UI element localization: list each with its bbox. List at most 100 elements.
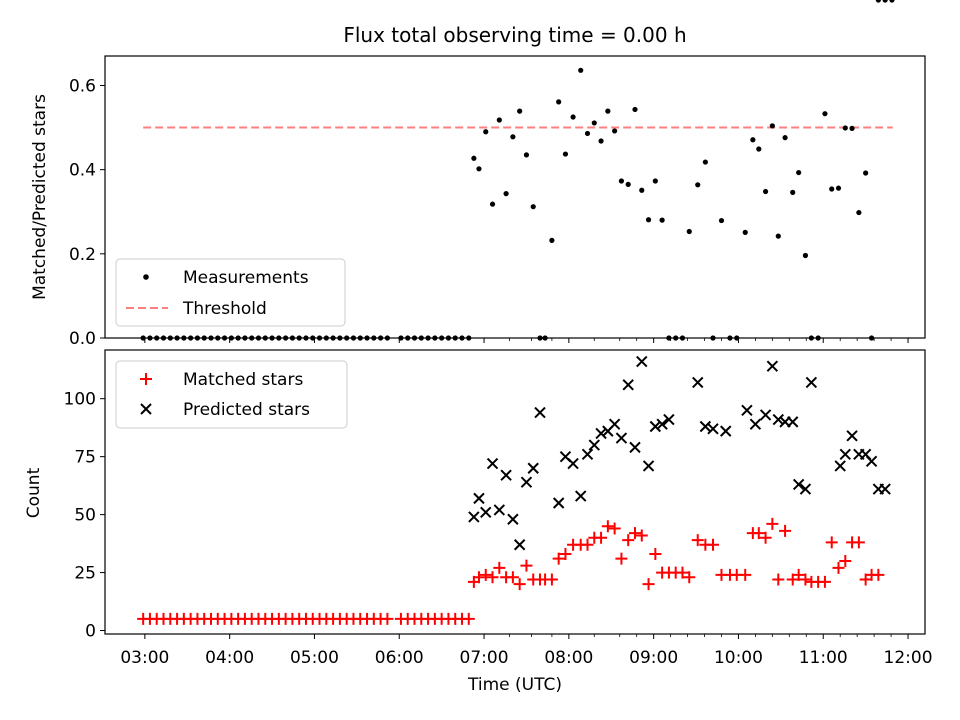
measurement-point [549,237,555,243]
measurement-point [618,178,625,184]
predicted-star-point [799,483,812,495]
bottom-y-tick-label: 0 [85,622,96,642]
measurement-point [659,217,665,223]
matched-star-point [581,538,594,551]
matched-star-point [752,527,765,540]
legend-measurements-marker [143,274,149,280]
predicted-star-point [805,376,818,389]
predicted-star-point [656,418,668,430]
predicted-star-point [692,376,704,389]
top-legend-box [115,258,346,327]
predicted-star-point [720,425,732,437]
bottom-y-ticks: 0 25 50 75 100 [64,390,105,642]
predicted-star-point [468,511,480,523]
measurement-point [856,209,862,216]
matched-star-point [622,534,635,547]
measurement-point [822,111,828,117]
measurement-point [849,125,855,131]
predicted-star-point [588,439,600,451]
measurement-point [762,188,769,195]
measurement-point [471,155,477,161]
measurement-point [835,185,842,191]
predicted-star-point [552,497,565,509]
matched-star-point [759,531,772,544]
predicted-star-point [749,418,762,430]
measurement-point [523,152,530,158]
predicted-star-point [759,409,772,421]
matched-star-point [766,517,779,530]
measurement-point [578,67,584,73]
matched-star-point [601,520,614,533]
bottom-x-tick-label: 10:00 [714,648,763,668]
matched-star-point [852,536,865,549]
predicted-star-point [493,504,506,516]
measurement-point [476,166,482,172]
measurement-point [591,120,597,126]
measurement-point [889,0,895,3]
predicted-star-point [527,462,539,474]
predicted-star-point [741,404,753,416]
matched-star-point [839,554,852,567]
matched-star-point [462,612,475,625]
measurement-point [702,159,708,165]
matched-star-point [479,568,492,581]
top-panel: 0.0 0.2 0.4 0.6 Matched/Predicted stars Mea… [30,0,926,349]
legend-matched-label: Matched stars [183,370,303,390]
measurement-point [742,229,748,235]
predicted-star-point [865,455,878,467]
matched-star-point [649,548,662,561]
predicted-star-point [839,448,851,461]
matched-star-point [818,575,831,588]
predicted-star-point [500,469,512,481]
measurement-point [562,151,569,157]
predicted-star-point [879,483,891,495]
measurement-point [695,182,701,188]
measurement-point [829,186,835,192]
bottom-x-tick-label: 12:00 [884,648,933,668]
matched-star-point [608,522,621,535]
bottom-y-tick-label: 50 [74,506,96,526]
measurement-point [790,189,796,195]
bottom-x-ticks: 03:00 04:00 05:00 06:00 07:00 08:00 09:00 10:00… [120,634,933,668]
measurement-point [489,201,496,207]
matched-star-point [545,573,558,586]
bottom-x-tick-label: 08:00 [544,648,593,668]
bottom-x-tick-label: 11:00 [799,648,848,668]
bottom-marks [137,357,891,625]
bottom-x-tick-label: 04:00 [205,648,254,668]
x-axis-label: Time (UTC) [467,675,562,695]
predicted-star-point [575,490,587,502]
predicted-star-point [480,506,492,518]
bottom-legend: Matched stars Predicted stars [115,360,348,429]
bottom-y-axis-label: Count [24,467,44,518]
top-y-tick-label: 0.0 [69,329,96,349]
matched-star-point [825,536,838,549]
matched-star-point [486,571,499,584]
measurement-point [632,106,638,113]
matched-star-point [615,552,628,565]
measurement-point [503,191,509,197]
measurement-point [530,204,536,210]
legend-measurements-label: Measurements [183,268,309,288]
predicted-star-point [707,423,719,435]
matched-star-point [628,527,641,540]
measurement-point [483,129,489,135]
top-y-axis-label: Matched/Predicted stars [30,94,50,300]
matched-star-point [595,531,608,544]
measurement-point [570,114,576,120]
predicted-star-point [595,427,607,440]
predicted-star-point [792,478,805,491]
matched-star-point [799,573,812,586]
matched-star-point [552,552,565,565]
predicted-star-point [581,448,594,461]
measurement-point [775,233,781,239]
matched-star-point [779,524,792,537]
measurement-point [652,178,658,184]
predicted-star-point [846,430,858,442]
measurement-point [639,187,645,193]
top-axes-frame [104,55,926,339]
matched-star-point [832,561,845,574]
bottom-axes-frame [104,349,926,635]
predicted-star-point [513,539,526,551]
